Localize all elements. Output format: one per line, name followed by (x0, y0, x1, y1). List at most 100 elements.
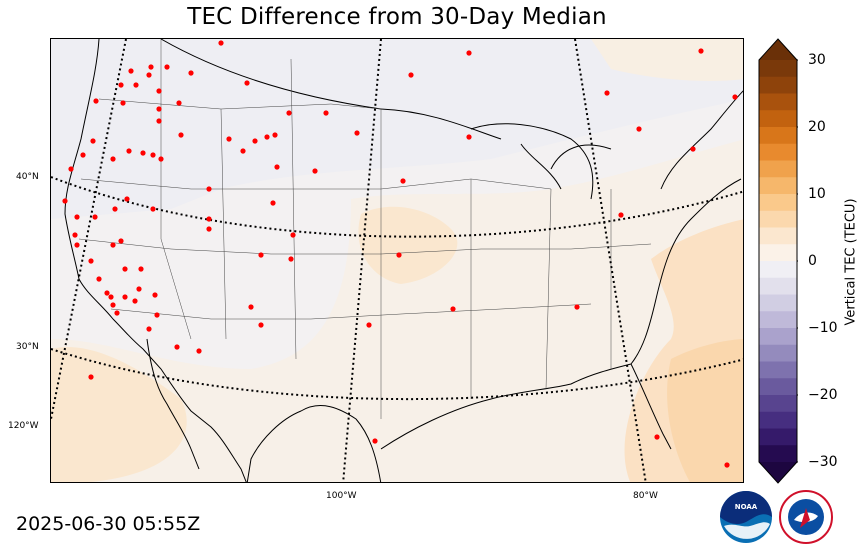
colorbar-band (759, 361, 797, 379)
station-marker (158, 156, 164, 162)
colorbar-tick-30: 30 (808, 52, 826, 68)
station-marker (698, 48, 704, 54)
lon-label-120: 120°W (8, 421, 39, 431)
station-marker (690, 146, 696, 152)
station-marker (240, 148, 246, 154)
colorbar-tick-minus20: −20 (808, 387, 838, 403)
colorbar-tick-marks (797, 59, 798, 463)
colorbar-band (759, 261, 797, 279)
station-marker (218, 40, 224, 46)
lat-line-30 (51, 348, 743, 401)
station-marker (152, 292, 158, 298)
station-marker (108, 294, 114, 300)
station-marker (272, 132, 278, 138)
station-marker (110, 302, 116, 308)
station-marker (122, 294, 128, 300)
station-marker (104, 290, 110, 296)
station-markers (62, 40, 738, 468)
lon-line-80 (574, 39, 647, 482)
colorbar-band (759, 227, 797, 245)
station-marker (372, 438, 378, 444)
station-marker (252, 138, 258, 144)
station-marker (174, 344, 180, 350)
station-marker (354, 130, 360, 136)
station-marker (466, 134, 472, 140)
colorbar-band (759, 411, 797, 429)
station-marker (206, 186, 212, 192)
lon-label-100: 100°W (326, 491, 357, 501)
coastlines (64, 39, 743, 482)
station-marker (366, 322, 372, 328)
colorbar-band (759, 244, 797, 262)
station-marker (118, 238, 124, 244)
tec-map (50, 38, 744, 483)
station-marker (93, 98, 99, 104)
colorbar-band (759, 445, 797, 463)
colorbar-band (759, 428, 797, 446)
colorbar-band (759, 378, 797, 396)
lat-label-30: 30°N (16, 342, 39, 352)
colorbar-band (759, 328, 797, 346)
colorbar-band (759, 160, 797, 178)
station-marker (138, 266, 144, 272)
station-marker (136, 286, 142, 292)
station-marker (112, 206, 118, 212)
station-marker (110, 242, 116, 248)
station-marker (274, 164, 280, 170)
tec-contour-plains (358, 206, 458, 284)
station-marker (156, 118, 162, 124)
station-marker (74, 242, 80, 248)
colorbar-band (759, 194, 797, 212)
station-marker (604, 90, 610, 96)
station-marker (732, 94, 738, 100)
colorbar-band (759, 110, 797, 128)
tec-contour-northeast (591, 39, 743, 81)
station-marker (724, 462, 730, 468)
station-marker (110, 156, 116, 162)
station-marker (118, 82, 124, 88)
station-marker (148, 64, 154, 70)
station-marker (80, 152, 86, 158)
station-marker (654, 434, 660, 440)
station-marker (258, 322, 264, 328)
colorbar-band (759, 127, 797, 145)
colorbar-tick-minus30: −30 (808, 454, 838, 470)
station-marker (92, 214, 98, 220)
nws-logo (779, 490, 833, 544)
noaa-logo: NOAA (720, 491, 772, 543)
colorbar-band (759, 143, 797, 161)
station-marker (396, 252, 402, 258)
noaa-logo-text: NOAA (735, 503, 758, 511)
station-marker (128, 68, 134, 74)
station-marker (176, 100, 182, 106)
colorbar-band (759, 210, 797, 228)
station-marker (114, 310, 120, 316)
station-marker (146, 326, 152, 332)
colorbar-band (759, 344, 797, 362)
timestamp: 2025-06-30 05:55Z (16, 513, 201, 535)
station-marker (68, 166, 74, 172)
station-marker (636, 126, 642, 132)
colorbar-band (759, 277, 797, 295)
chart-title: TEC Difference from 30-Day Median (187, 4, 607, 30)
lon-label-80: 80°W (633, 491, 658, 501)
station-marker (188, 70, 194, 76)
station-marker (312, 168, 318, 174)
colorbar-tick-0: 0 (808, 253, 817, 269)
station-marker (140, 150, 146, 156)
tec-contour-atlantic-strong (667, 339, 743, 482)
station-marker (450, 306, 456, 312)
station-marker (264, 134, 270, 140)
colorbar-band (759, 93, 797, 111)
station-marker (62, 198, 68, 204)
station-marker (124, 196, 130, 202)
colorbar-tick-20: 20 (808, 119, 826, 135)
station-marker (96, 276, 102, 282)
station-marker (126, 148, 132, 154)
station-marker (133, 82, 139, 88)
colorbar-extend-max (759, 39, 797, 60)
station-marker (90, 138, 96, 144)
station-marker (574, 304, 580, 310)
colorbar-band (759, 395, 797, 413)
graticule (51, 39, 743, 482)
